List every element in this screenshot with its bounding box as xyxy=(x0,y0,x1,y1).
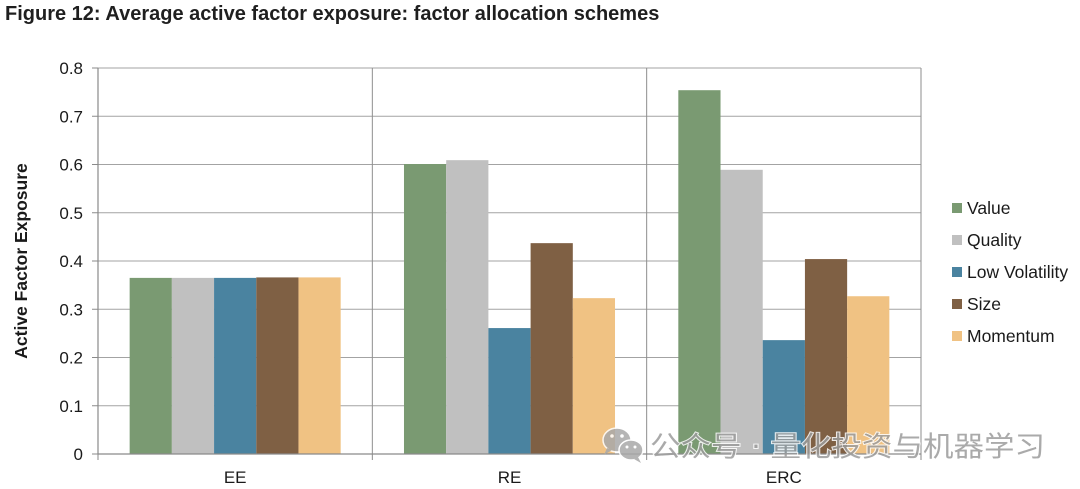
bar-momentum-erc xyxy=(847,296,890,454)
wechat-icon-eye xyxy=(625,445,629,449)
legend-label: Quality xyxy=(967,230,1022,250)
legend-item-size: Size xyxy=(952,294,1001,314)
wechat-icon xyxy=(602,427,644,463)
y-tick-label: 0.3 xyxy=(59,300,83,319)
wechat-icon-tail-large xyxy=(604,448,612,455)
bar-low-volatility-re xyxy=(488,328,531,454)
bar-low-volatility-erc xyxy=(762,340,805,454)
bar-momentum-re xyxy=(572,298,616,454)
bar-quality-ee xyxy=(171,277,215,454)
y-axis-label: Active Factor Exposure xyxy=(11,163,31,359)
y-tick-label: 0 xyxy=(74,445,83,464)
axes xyxy=(92,67,922,460)
bar-value-ee xyxy=(129,277,172,454)
watermark-text: 公众号 · 量化投资与机器学习 xyxy=(650,430,1045,463)
legend-label: Low Volatility xyxy=(967,262,1068,282)
legend-swatch xyxy=(952,299,962,309)
legend-item-value: Value xyxy=(952,198,1010,218)
y-tick-label: 0.7 xyxy=(59,107,83,126)
bar-size-ee xyxy=(256,277,299,454)
wechat-icon-eye xyxy=(610,434,614,438)
legend-item-momentum: Momentum xyxy=(952,326,1055,346)
legend-label: Value xyxy=(967,198,1010,218)
x-tick-label-re: RE xyxy=(498,468,522,487)
y-tick-label: 0.5 xyxy=(59,204,83,223)
bar-low-volatility-ee xyxy=(214,277,257,454)
y-tick-label: 0.1 xyxy=(59,397,83,416)
wechat-icon-bubble-small xyxy=(618,439,644,461)
wechat-icon-tail-small xyxy=(634,457,641,463)
legend-swatch xyxy=(952,267,962,277)
y-tick-labels: 0 0.1 0.2 0.3 0.4 0.5 0.6 0.7 0.8 xyxy=(59,59,83,464)
legend-label: Momentum xyxy=(967,326,1055,346)
wechat-icon-eye xyxy=(620,434,624,438)
x-tick-label-ee: EE xyxy=(224,468,247,487)
y-tick-label: 0.2 xyxy=(59,349,83,368)
legend-swatch xyxy=(952,235,962,245)
legend-swatch xyxy=(952,331,962,341)
figure-title: Figure 12: Average active factor exposur… xyxy=(5,3,659,25)
legend: Value Quality Low Volatility Size Momentum xyxy=(952,198,1068,346)
y-tick-label: 0.6 xyxy=(59,156,83,175)
bar-size-erc xyxy=(804,259,848,454)
bar-momentum-ee xyxy=(298,277,341,454)
watermark: 公众号 · 量化投资与机器学习 xyxy=(602,427,1046,464)
legend-label: Size xyxy=(967,294,1001,314)
bar-value-re xyxy=(403,164,447,454)
legend-item-quality: Quality xyxy=(952,230,1022,250)
bars xyxy=(129,90,890,454)
y-tick-label: 0.4 xyxy=(59,252,83,271)
x-tick-label-erc: ERC xyxy=(766,468,802,487)
bar-quality-re xyxy=(446,160,489,454)
y-tick-label: 0.8 xyxy=(59,59,83,78)
legend-swatch xyxy=(952,203,962,213)
category-labels: EE RE ERC xyxy=(224,468,802,487)
bar-size-re xyxy=(530,243,573,454)
legend-item-low-volatility: Low Volatility xyxy=(952,262,1068,282)
bar-quality-erc xyxy=(720,169,763,454)
bar-value-erc xyxy=(678,90,721,454)
wechat-icon-eye xyxy=(633,445,637,449)
